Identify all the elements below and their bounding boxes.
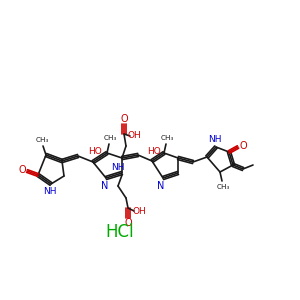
Text: HO: HO [88,148,102,157]
Text: O: O [239,141,247,151]
Text: O: O [120,114,128,124]
Text: NH: NH [111,164,125,172]
Text: CH₃: CH₃ [216,184,230,190]
Text: CH₃: CH₃ [103,135,117,141]
Text: OH: OH [132,206,146,215]
Text: O: O [18,165,26,175]
Text: N: N [157,181,165,191]
Text: HCl: HCl [106,223,134,241]
Text: NH: NH [208,136,222,145]
Text: O: O [124,218,132,228]
Text: N: N [101,181,109,191]
Text: OH: OH [127,131,141,140]
Text: CH₃: CH₃ [160,135,174,141]
Text: CH₃: CH₃ [35,137,49,143]
Text: HO: HO [147,146,161,155]
Text: NH: NH [43,188,57,196]
